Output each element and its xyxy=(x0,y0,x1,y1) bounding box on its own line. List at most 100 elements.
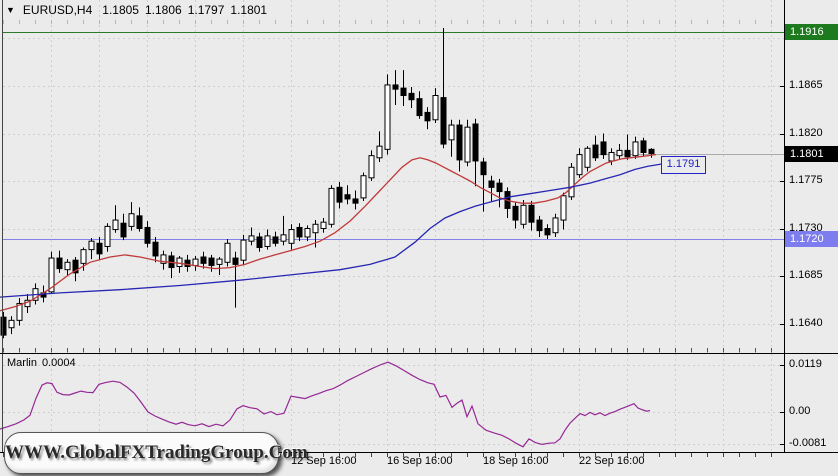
bull-candle xyxy=(552,217,559,234)
bear-candle xyxy=(120,222,127,238)
bull-candle xyxy=(464,126,471,163)
support-price-box: 1.1720 xyxy=(785,231,838,247)
bear-candle xyxy=(488,180,495,188)
bull-candle xyxy=(280,234,287,242)
bear-candle xyxy=(200,256,207,264)
low-value: 1.1797 xyxy=(187,3,225,17)
bull-candle xyxy=(320,221,327,230)
time-axis-label: 12 Sep 16:00 xyxy=(291,455,357,467)
bear-candle xyxy=(336,186,343,203)
bull-candle xyxy=(16,302,23,321)
high-value: 1.1806 xyxy=(144,3,182,17)
bear-candle xyxy=(400,87,407,97)
bear-candle xyxy=(416,98,423,117)
indicator-axis-tick xyxy=(780,444,784,445)
time-axis-tick xyxy=(403,453,404,457)
time-axis-tick xyxy=(531,453,532,457)
bull-candle xyxy=(288,229,295,244)
bull-candle xyxy=(8,319,15,329)
time-axis-tick xyxy=(563,453,564,457)
indicator-name: Marlin xyxy=(7,357,37,369)
price-axis-label: 1.1865 xyxy=(789,79,823,91)
time-axis-tick xyxy=(755,453,756,457)
time-axis-label: 16 Sep 16:00 xyxy=(387,455,453,467)
bull-candle xyxy=(432,95,439,121)
bear-candle xyxy=(592,144,599,159)
symbol-timeframe-label: EURUSD,H4 xyxy=(22,3,93,17)
bear-candle xyxy=(496,182,503,193)
time-axis-tick xyxy=(483,453,484,457)
panel-separator[interactable] xyxy=(0,353,838,354)
bear-candle xyxy=(624,149,631,158)
bear-candle xyxy=(296,226,303,238)
bear-candle xyxy=(136,215,143,230)
indicator-canvas[interactable] xyxy=(0,354,784,452)
close-value: 1.1801 xyxy=(230,3,268,17)
bull-candle xyxy=(160,254,167,264)
main-chart-canvas[interactable] xyxy=(0,0,784,353)
bear-candle xyxy=(472,123,479,162)
bull-candle xyxy=(104,225,111,247)
price-axis-tick xyxy=(780,86,784,87)
bottom-axis-line xyxy=(0,452,838,453)
bear-candle xyxy=(208,257,215,266)
price-axis-tick xyxy=(780,229,784,230)
bear-candle xyxy=(456,124,463,161)
bull-candle xyxy=(128,213,135,227)
bear-candle xyxy=(344,194,351,200)
price-axis-label: 1.1640 xyxy=(789,317,823,329)
resistance-price-box: 1.1916 xyxy=(785,24,838,40)
time-axis-tick xyxy=(739,453,740,457)
price-axis-tick xyxy=(780,181,784,182)
bear-candle xyxy=(440,97,447,145)
marlin-line xyxy=(0,361,651,448)
bull-candle xyxy=(608,152,615,162)
time-axis-tick xyxy=(627,453,628,457)
time-axis-tick xyxy=(291,453,292,457)
bear-candle xyxy=(96,242,103,255)
bear-candle xyxy=(72,259,79,274)
time-axis-tick xyxy=(499,453,500,457)
price-axis-label: 1.1775 xyxy=(789,174,823,186)
bull-candle xyxy=(176,257,183,268)
bull-candle xyxy=(616,149,623,157)
price-axis-tick xyxy=(780,276,784,277)
time-axis-tick xyxy=(579,453,580,457)
time-axis-tick xyxy=(419,453,420,457)
price-axis-label: 1.1820 xyxy=(789,127,823,139)
price-axis-label: 1.1685 xyxy=(789,269,823,281)
indicator-axis-label: 0.00 xyxy=(789,405,811,417)
bull-candle xyxy=(192,258,199,266)
bull-candle xyxy=(632,141,639,157)
bull-candle xyxy=(80,249,87,264)
time-axis-tick xyxy=(771,453,772,457)
bear-candle xyxy=(152,241,159,257)
indicator-label: Marlin 0.0004 xyxy=(7,357,81,369)
bull-candle xyxy=(304,228,311,238)
left-border xyxy=(2,0,3,453)
watermark: WWW.GlobalFXTradingGroup.Com xyxy=(4,432,308,474)
bear-candle xyxy=(512,205,519,221)
symbol-dropdown-icon[interactable]: ▼ xyxy=(6,5,15,15)
time-axis-tick xyxy=(371,453,372,457)
bear-candle xyxy=(480,161,487,176)
bear-candle xyxy=(544,228,551,236)
bull-candle xyxy=(384,84,391,150)
bull-candle xyxy=(216,258,223,265)
bull-candle xyxy=(224,242,231,263)
bull-candle xyxy=(240,239,247,261)
fast-ma-line xyxy=(0,153,657,312)
bear-candle xyxy=(648,148,655,155)
price-axis-tick xyxy=(780,134,784,135)
indicator-axis-label: 0.0119 xyxy=(789,358,822,370)
bear-candle xyxy=(600,141,607,156)
time-axis-tick xyxy=(691,453,692,457)
bull-candle xyxy=(584,147,591,168)
bull-candle xyxy=(360,175,367,199)
time-axis-tick xyxy=(387,453,388,457)
bull-candle xyxy=(368,155,375,179)
time-axis-tick xyxy=(723,453,724,457)
bear-candle xyxy=(408,92,415,101)
bear-candle xyxy=(144,226,151,244)
